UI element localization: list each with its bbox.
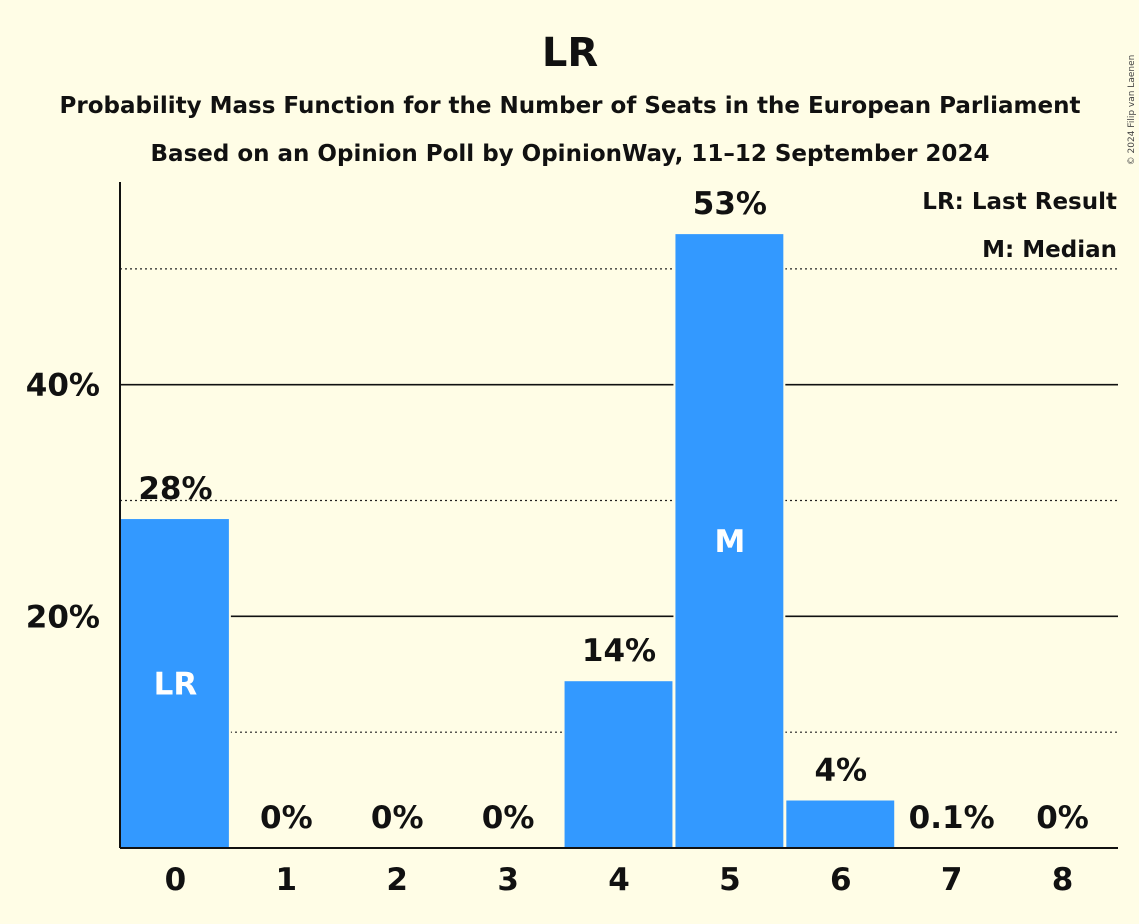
- gridlines: [120, 268, 1118, 733]
- x-tick-label: 2: [386, 862, 408, 898]
- x-tick-label: 8: [1052, 862, 1074, 898]
- bar: [786, 800, 895, 848]
- value-label: 28%: [138, 471, 212, 507]
- value-label: 0%: [260, 800, 313, 836]
- value-label: 0%: [1036, 800, 1089, 836]
- legend-median: M: Median: [982, 237, 1117, 263]
- chart-title: LR: [542, 30, 598, 76]
- x-tick-label: 6: [830, 862, 852, 898]
- bar-marker: LR: [154, 667, 198, 703]
- bar: [564, 681, 673, 848]
- bar: [675, 234, 784, 849]
- x-tick-label: 5: [719, 862, 741, 898]
- chart-subtitle-source: Based on an Opinion Poll by OpinionWay, …: [151, 141, 990, 167]
- x-tick-label: 0: [165, 862, 187, 898]
- y-tick-label: 40%: [26, 368, 100, 404]
- value-label: 4%: [814, 753, 867, 789]
- x-tick-label: 4: [608, 862, 630, 898]
- x-tick-label: 7: [941, 862, 963, 898]
- bars: [119, 232, 897, 849]
- axes: 20% 40% 0 1 2 3 4 5 6 7 8: [26, 182, 1118, 898]
- x-tick-label: 3: [497, 862, 519, 898]
- copyright-notice: © 2024 Filip van Laenen: [1127, 55, 1137, 166]
- bar: [121, 519, 229, 848]
- value-label: 0%: [371, 800, 424, 836]
- value-label: 0.1%: [909, 800, 995, 836]
- y-tick-label: 20%: [26, 599, 100, 635]
- value-label: 53%: [693, 186, 767, 222]
- bar-marker: M: [714, 524, 745, 560]
- value-label: 14%: [582, 633, 656, 669]
- value-label: 0%: [482, 800, 535, 836]
- legend-last-result: LR: Last Result: [922, 189, 1117, 215]
- x-tick-label: 1: [276, 862, 298, 898]
- chart-subtitle: Probability Mass Function for the Number…: [60, 93, 1081, 119]
- data-labels: 28% LR 0% 0% 0% 14% 53% M 4% 0.1% 0%: [138, 186, 1089, 836]
